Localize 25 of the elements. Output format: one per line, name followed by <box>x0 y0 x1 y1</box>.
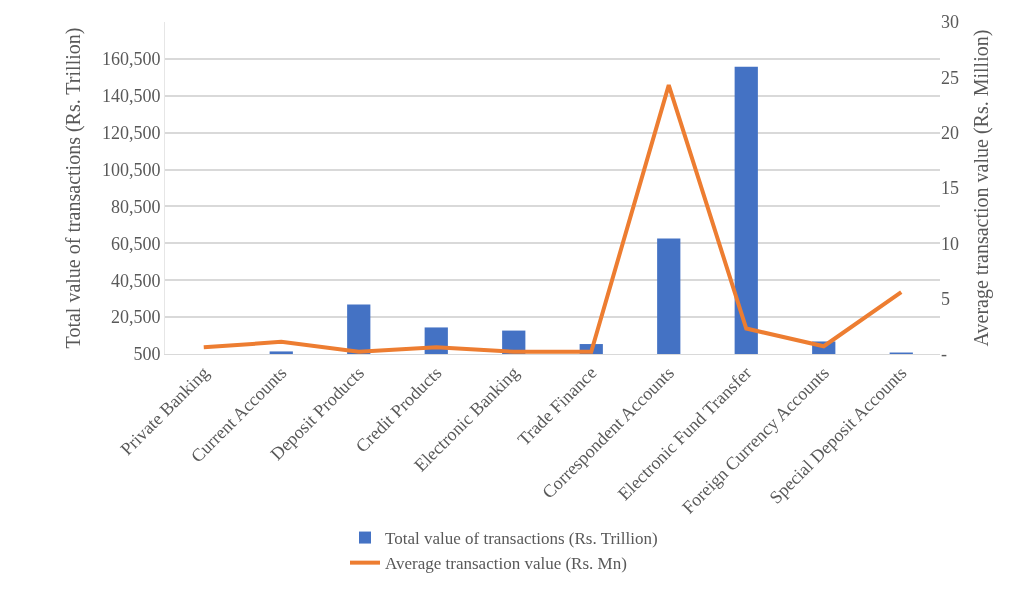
y-tick-label: 160,500 <box>101 49 161 70</box>
y2-tick-label: 10 <box>941 233 959 254</box>
y-tick-label: 20,500 <box>110 307 161 328</box>
bar <box>657 238 681 354</box>
y-tick-label: 60,500 <box>110 233 161 254</box>
legend-label: Average transaction value (Rs. Mn) <box>385 554 627 574</box>
y2-tick-label: 20 <box>941 122 959 143</box>
y-tick-label: 140,500 <box>101 86 161 107</box>
y2-tick-label: 15 <box>941 178 959 199</box>
y-tick-label: 120,500 <box>101 122 161 143</box>
y2-tick-label: 25 <box>941 67 959 88</box>
bar <box>347 304 371 354</box>
y-tick-label: 100,500 <box>101 159 161 180</box>
line-series <box>201 83 904 354</box>
bar <box>269 351 293 354</box>
y2-tick-label: 5 <box>941 288 950 309</box>
y2-tick-label: - <box>941 344 947 365</box>
bar <box>734 66 758 354</box>
y-axis-title: Total value of transactions (Rs. Trillion) <box>62 27 86 349</box>
y2-tick-label: 30 <box>941 12 959 33</box>
y-tick-label: 500 <box>133 344 161 365</box>
legend-label: Total value of transactions (Rs. Trillion) <box>385 529 658 549</box>
y-tick-label: 40,500 <box>110 270 161 291</box>
y-tick-label: 80,500 <box>110 196 161 217</box>
y2-axis-title: Average transaction value (Rs. Million) <box>969 29 993 347</box>
